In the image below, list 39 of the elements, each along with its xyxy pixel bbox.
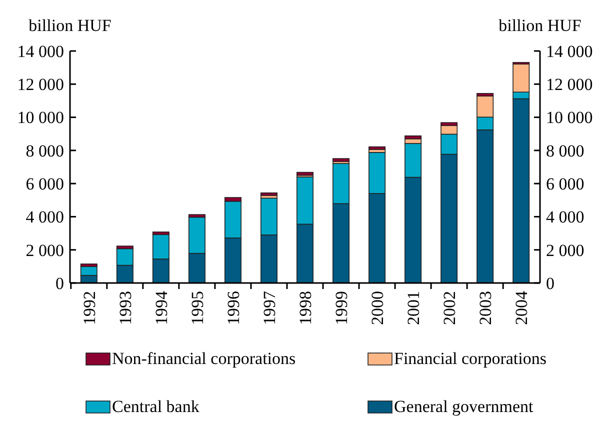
- x-tick-label: 1997: [260, 290, 279, 325]
- y2-tick-label: 8 000: [546, 141, 584, 160]
- x-tick-label: 1994: [152, 290, 171, 325]
- bar: [368, 146, 386, 150]
- y-tick-label: 0: [56, 274, 64, 293]
- y-tick-label: 6 000: [26, 174, 64, 194]
- x-tick-label: 2003: [476, 291, 496, 325]
- y2-axis-title: billion HUF: [498, 16, 582, 35]
- x-tick-label: 2000: [368, 291, 387, 325]
- bar: [296, 172, 314, 176]
- x-tick-label: 1992: [80, 291, 99, 325]
- y2-tick-label: 4 000: [546, 208, 584, 227]
- y2-tick-label: 12 000: [546, 75, 593, 94]
- x-tick-label: 1995: [188, 291, 207, 325]
- x-tick-label: 1993: [116, 291, 135, 325]
- x-tick-label: 1998: [296, 291, 315, 325]
- bar: [332, 158, 350, 162]
- y-tick-label: 2 000: [26, 240, 64, 260]
- y2-tick-label: 6 000: [546, 174, 584, 194]
- y-tick-label: 14 000: [17, 42, 64, 61]
- legend-label: Non-financial corporations: [112, 349, 296, 368]
- y-tick-label: 4 000: [26, 208, 64, 227]
- y2-tick-label: 10 000: [546, 108, 593, 128]
- y-tick-label: 10 000: [17, 108, 64, 128]
- x-tick-label: 1999: [332, 291, 351, 325]
- y2-tick-label: 2 000: [546, 240, 584, 260]
- x-tick-label: 2001: [404, 291, 423, 325]
- y-tick-label: 12 000: [17, 75, 64, 94]
- bar: [260, 192, 278, 196]
- legend-label: General government: [394, 397, 534, 416]
- y-tick-label: 8 000: [26, 141, 64, 160]
- legend-label: Financial corporations: [394, 349, 546, 368]
- x-tick-label: 2004: [512, 290, 532, 325]
- y2-tick-label: 0: [546, 274, 554, 293]
- y-axis-title: billion HUF: [28, 16, 112, 35]
- legend-label: Central bank: [112, 397, 200, 416]
- x-tick-label: 2002: [440, 291, 460, 325]
- y2-tick-label: 14 000: [546, 42, 593, 61]
- x-tick-label: 1996: [224, 291, 243, 325]
